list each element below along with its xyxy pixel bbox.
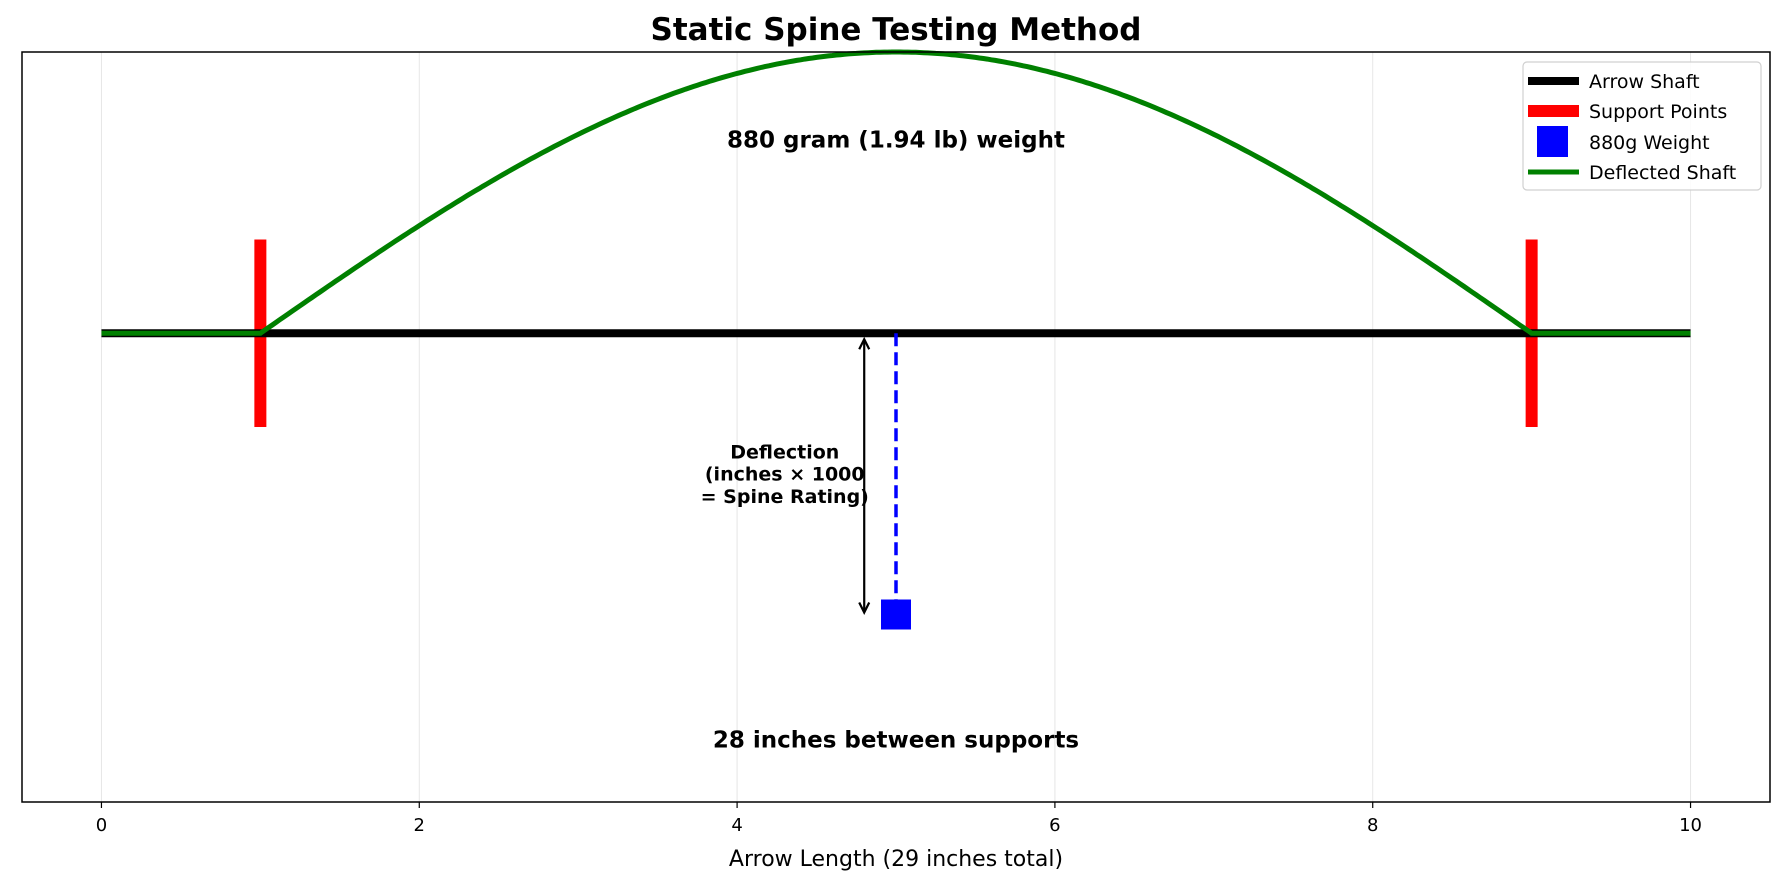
annotation-line: Deflection bbox=[730, 441, 839, 463]
annotation-line: 880 gram (1.94 lb) weight bbox=[727, 128, 1065, 154]
arrow-head-down-icon bbox=[858, 602, 871, 615]
x-tick-label: 10 bbox=[1679, 815, 1702, 836]
annotation: Deflection (inches × 1000 = Spine Rating) bbox=[701, 441, 869, 507]
legend: Arrow Shaft Support Points 880g Weight Defl… bbox=[1522, 61, 1762, 191]
x-axis-label: Arrow Length (29 inches total) bbox=[729, 847, 1063, 872]
x-tick-label: 0 bbox=[96, 815, 107, 836]
legend-label: Deflected Shaft bbox=[1589, 162, 1736, 184]
annotation-line: 28 inches between supports bbox=[713, 728, 1079, 754]
legend-label: Arrow Shaft bbox=[1589, 71, 1700, 93]
deflected-shaft-curve bbox=[101, 49, 1691, 336]
x-tick-label: 4 bbox=[731, 815, 742, 836]
legend-label: 880g Weight bbox=[1589, 132, 1710, 154]
x-tick-label: 2 bbox=[414, 815, 425, 836]
chart-title: Static Spine Testing Method bbox=[651, 12, 1142, 48]
grid bbox=[100, 52, 1692, 802]
axes-frame bbox=[21, 51, 1771, 803]
annotation: 28 inches between supports bbox=[713, 728, 1079, 754]
annotation-line: (inches × 1000 bbox=[705, 464, 865, 486]
legend-label: Support Points bbox=[1589, 101, 1727, 123]
plot-area: 880 gram (1.94 lb) weight Deflection (inch… bbox=[101, 49, 1691, 754]
x-tick-label: 8 bbox=[1367, 815, 1378, 836]
x-axis: 0 2 4 6 8 10 bbox=[96, 802, 1702, 836]
legend-box bbox=[1522, 61, 1762, 191]
legend-swatch-weight bbox=[1537, 126, 1568, 157]
x-tick-label: 6 bbox=[1049, 815, 1060, 836]
arrow-head-up-icon bbox=[858, 336, 871, 350]
weight-marker bbox=[881, 599, 911, 630]
annotation-line: = Spine Rating) bbox=[701, 486, 869, 508]
annotation: 880 gram (1.94 lb) weight bbox=[727, 128, 1065, 154]
